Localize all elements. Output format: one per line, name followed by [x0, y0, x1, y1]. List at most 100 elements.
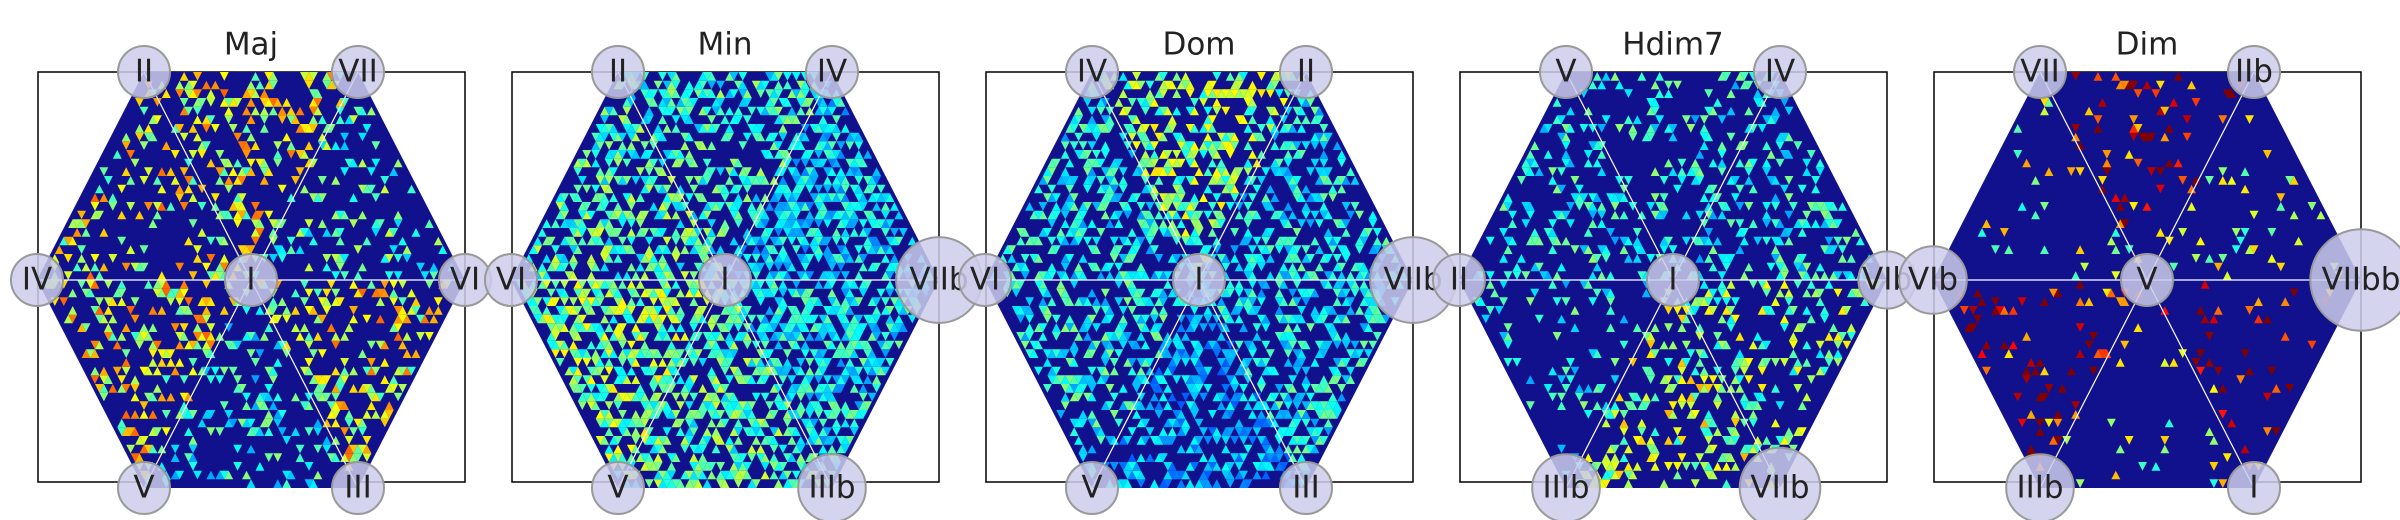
cell [653, 262, 663, 272]
cell [1332, 141, 1342, 150]
cell [1297, 98, 1306, 107]
cell [1078, 410, 1088, 419]
cell [1624, 254, 1633, 263]
cell [604, 323, 614, 332]
cell [805, 427, 815, 436]
cell [1297, 392, 1306, 402]
cell [309, 236, 318, 246]
cell [729, 314, 739, 324]
cell [1677, 176, 1687, 185]
cell [1717, 254, 1727, 263]
cell [1114, 158, 1124, 168]
cell [649, 262, 659, 272]
cell [1735, 202, 1745, 211]
cell [1332, 254, 1342, 263]
cell [398, 340, 407, 350]
cell [716, 470, 725, 480]
cell [1261, 202, 1271, 211]
cell [1078, 323, 1088, 332]
cell [1695, 236, 1705, 246]
cell [1731, 410, 1740, 419]
cell [148, 358, 158, 367]
cell [1610, 401, 1620, 410]
cell [555, 202, 565, 211]
cell [1141, 184, 1150, 194]
cell [600, 124, 610, 133]
cell [707, 349, 717, 358]
cell [796, 453, 806, 462]
cell [1310, 141, 1320, 150]
cell [832, 210, 841, 220]
cell [1359, 280, 1369, 289]
cell [1288, 375, 1298, 384]
cell [577, 176, 587, 185]
cell [1257, 314, 1266, 324]
cell [1346, 366, 1355, 376]
cell [1624, 89, 1633, 98]
cell [1503, 340, 1513, 350]
cell [384, 228, 394, 237]
cell [179, 202, 189, 211]
cell [202, 332, 211, 341]
cell [1230, 384, 1240, 393]
cell [796, 271, 806, 280]
cell [1588, 124, 1598, 133]
cell [1314, 349, 1324, 358]
cell [1047, 158, 1057, 168]
cell [1695, 150, 1705, 159]
cell [1610, 236, 1620, 246]
cell [604, 141, 614, 150]
cell [756, 236, 766, 246]
cell [1127, 245, 1137, 254]
cell [823, 193, 832, 202]
cell [791, 427, 801, 436]
cell [344, 323, 354, 332]
cell [1690, 236, 1700, 246]
cell [175, 262, 185, 272]
cell [742, 332, 752, 341]
cell [733, 375, 743, 384]
cell [832, 375, 841, 384]
cell [542, 254, 552, 263]
cell [1150, 436, 1159, 445]
cell [1842, 306, 1852, 315]
cell [1167, 392, 1177, 402]
cell [1802, 358, 1812, 367]
cell [600, 245, 610, 254]
cell [720, 115, 730, 124]
cell [1310, 384, 1320, 393]
cell [402, 366, 412, 376]
node-label: II [1297, 54, 1315, 90]
cell [1109, 332, 1119, 341]
cell [1114, 271, 1124, 280]
cell [157, 202, 167, 211]
cell [635, 124, 645, 133]
cell [1686, 349, 1696, 358]
cell [849, 280, 859, 289]
cell [778, 98, 788, 107]
cell [1212, 89, 1222, 98]
cell [814, 401, 824, 410]
cell [1722, 462, 1731, 471]
cell [1525, 210, 1535, 220]
cell [1815, 158, 1825, 168]
cell [738, 401, 748, 410]
cell [1780, 228, 1789, 237]
cell [760, 366, 770, 376]
cell [1034, 210, 1043, 220]
cell [380, 254, 390, 263]
cell [1123, 254, 1133, 263]
cell [622, 210, 632, 220]
cell [1270, 106, 1280, 116]
cell [626, 98, 636, 107]
cell [733, 314, 743, 324]
cell [224, 115, 234, 124]
cell [1806, 280, 1816, 289]
cell [635, 219, 645, 228]
cell [1118, 202, 1128, 211]
cell [631, 444, 641, 454]
cell [640, 340, 650, 350]
cell [1372, 306, 1382, 315]
cell [1292, 436, 1302, 445]
cell [1230, 80, 1240, 90]
